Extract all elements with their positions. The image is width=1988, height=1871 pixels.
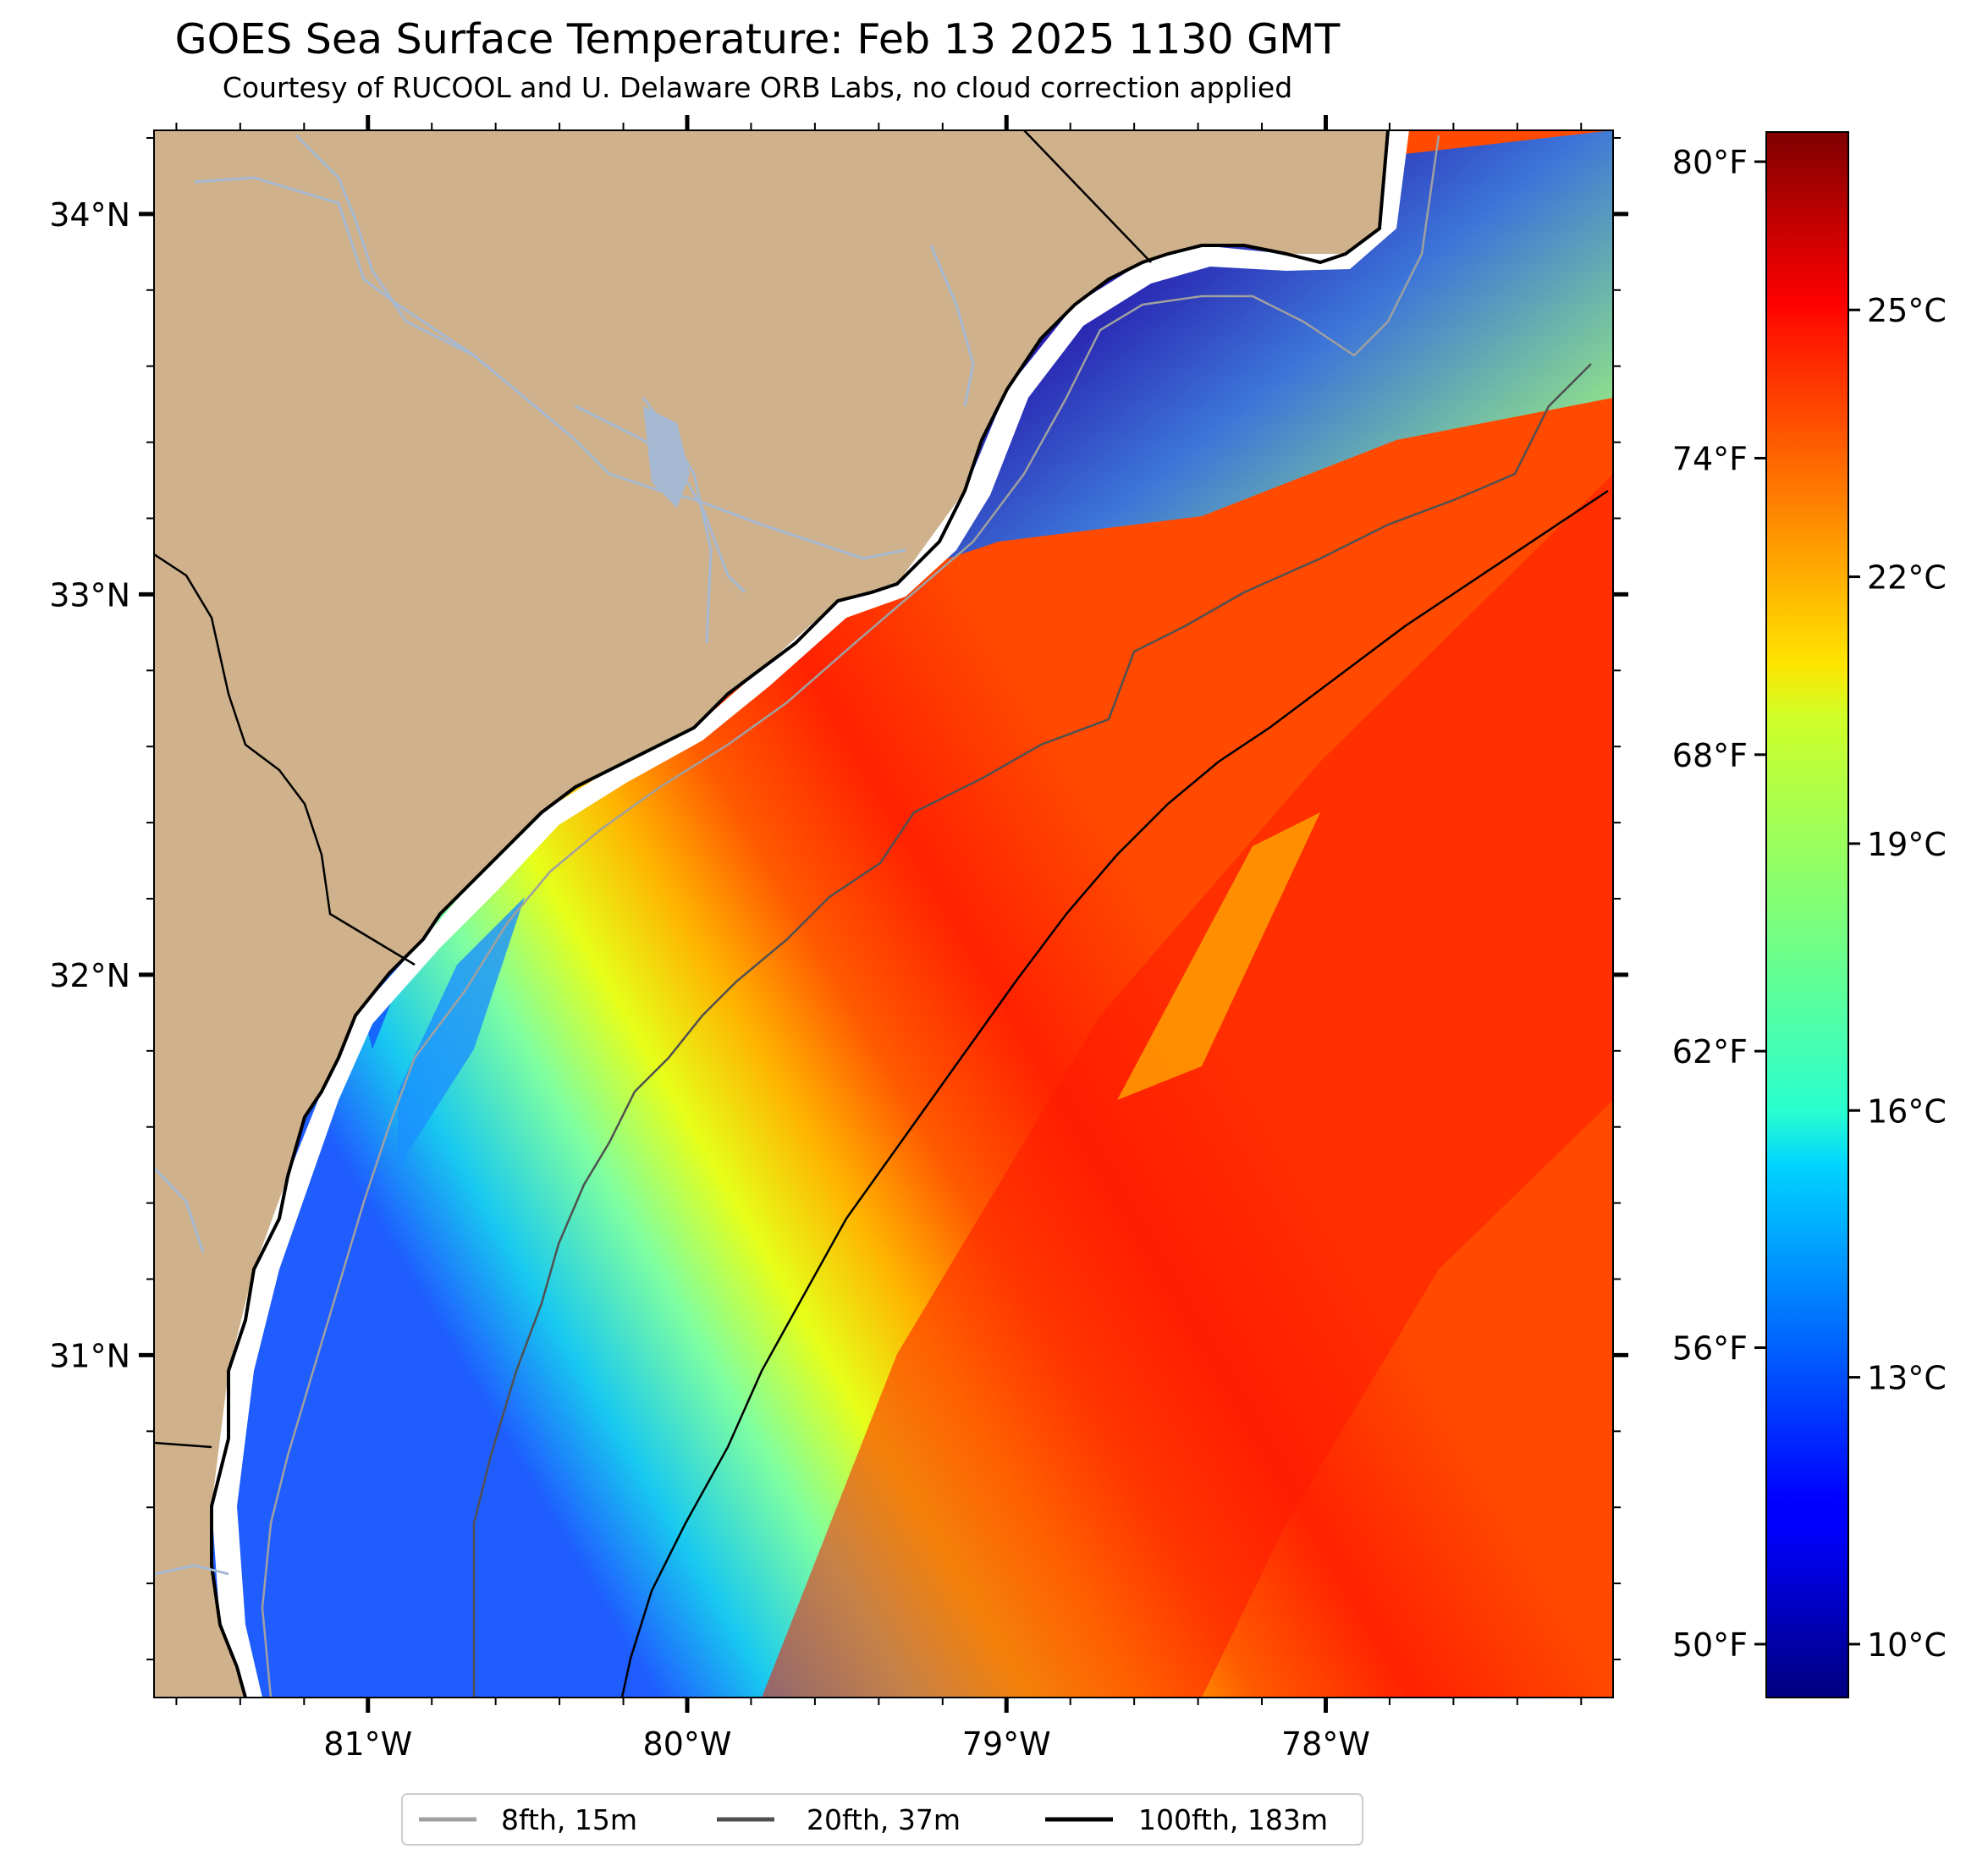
gulf-stream-core [762,474,1613,1698]
legend-label-100fth: 100fth, 183m [1138,1803,1328,1836]
lon-tick-label: 80°W [643,1725,732,1763]
colorbar [1765,131,1849,1698]
fahrenheit-tick-label: 68°F [1672,737,1748,774]
celsius-tick-label: 10°C [1867,1626,1947,1664]
lat-tick-label: 32°N [49,957,130,994]
lon-tick-label: 81°W [323,1725,412,1763]
fahrenheit-tick-label: 50°F [1672,1626,1748,1664]
bathymetry-legend: 8fth, 15m 20fth, 37m 100fth, 183m [401,1793,1363,1846]
state-borders [154,130,1152,1449]
map-title: GOES Sea Surface Temperature: Feb 13 202… [174,15,1341,63]
legend-label-8fth: 8fth, 15m [501,1803,637,1836]
land-mass [154,130,1388,1698]
lake-marion [643,406,690,508]
fahrenheit-tick-label: 62°F [1672,1033,1748,1070]
celsius-tick-label: 13°C [1867,1360,1947,1397]
celsius-tick-label: 16°C [1867,1092,1947,1130]
celsius-tick-label: 19°C [1867,826,1947,863]
isobath-8fth [261,135,1440,1698]
celsius-tick-label: 25°C [1867,292,1947,329]
lon-tick-label: 78°W [1281,1725,1370,1763]
fahrenheit-tick-label: 56°F [1672,1330,1748,1367]
colorbar-ticks: 25°C 22°C 19°C 16°C 13°C 10°C 80°F 74°F 68°F 62°F… [1672,144,1947,1664]
map-axis-ticks: 34°N 33°N 32°N 31°N 81°W 80°W 79°W 78°W [49,115,1628,1763]
fahrenheit-tick-label: 74°F [1672,440,1748,477]
fahrenheit-tick-label: 80°F [1672,144,1748,181]
map-frame [153,129,1614,1698]
map-area [154,130,1613,1698]
warm-filament [1117,812,1320,1100]
legend-box [401,1793,1363,1846]
map-subtitle: Courtesy of RUCOOL and U. Delaware ORB L… [222,71,1293,104]
lon-tick-label: 79°W [962,1725,1051,1763]
lat-tick-label: 34°N [49,196,130,234]
isobath-100fth [620,489,1609,1698]
shoreline-strip [212,130,1409,1698]
legend-label-20fth: 20fth, 37m [807,1803,961,1836]
cool-water-patch [398,897,525,1168]
celsius-tick-label: 22°C [1867,559,1947,597]
lat-tick-label: 33°N [49,576,130,614]
lat-tick-label: 31°N [49,1337,130,1374]
rivers [154,134,975,1576]
coastline [210,130,1390,1698]
isobath-20fth [472,363,1592,1698]
